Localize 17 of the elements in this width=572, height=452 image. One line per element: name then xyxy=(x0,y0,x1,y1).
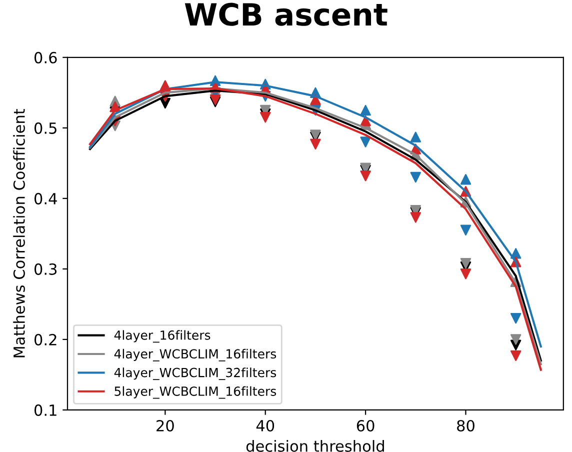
legend-label: 4layer_WCBCLIM_16filters xyxy=(114,348,276,362)
x-tick-label: 40 xyxy=(256,420,274,432)
y-axis-title: Matthews Correlation Coefficient xyxy=(13,108,25,358)
x-axis-title: decision threshold xyxy=(246,440,384,452)
legend-label: 4layer_16filters xyxy=(114,330,210,343)
legend-label: 4layer_WCBCLIM_32filters xyxy=(114,368,276,380)
x-tick-label: 20 xyxy=(156,420,174,432)
chart-title: WCB ascent xyxy=(184,2,388,26)
y-tick-label: 0.2 xyxy=(34,334,56,346)
legend-label: 5layer_WCBCLIM_16filters xyxy=(114,386,276,399)
y-tick-label: 0.3 xyxy=(34,263,57,275)
y-tick-label: 0.6 xyxy=(34,52,57,64)
y-tick-label: 0.5 xyxy=(34,122,56,134)
y-tick-label: 0.4 xyxy=(34,192,57,204)
x-tick-label: 80 xyxy=(457,420,474,432)
y-tick-label: 0.1 xyxy=(34,404,56,416)
x-tick-label: 60 xyxy=(356,420,374,432)
